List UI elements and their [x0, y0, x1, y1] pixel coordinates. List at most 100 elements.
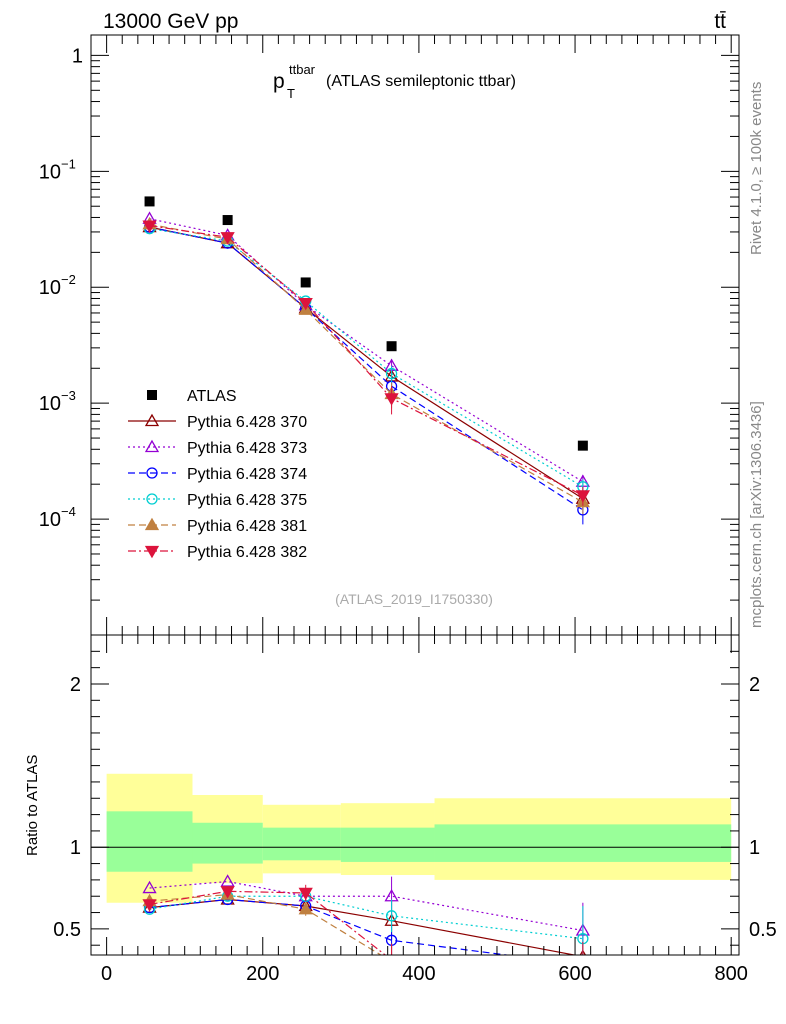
- band_inner-bin: [262, 827, 341, 861]
- xtick-label: 200: [246, 963, 279, 985]
- ratio-ytick-label-right: 1: [749, 837, 760, 859]
- band_inner-bin: [192, 822, 263, 864]
- legend-entry-p375: Pythia 6.428 375: [128, 492, 307, 509]
- ratio-ytick-label: 2: [70, 674, 81, 696]
- ratio-ytick-label-right: 2: [749, 674, 760, 696]
- main-ytick-label: 10: [39, 161, 61, 183]
- process-label: tt̄: [714, 10, 726, 33]
- main-ytick-label: 10: [39, 277, 61, 299]
- legend-label: Pythia 6.428 381: [187, 518, 307, 535]
- ratio-ylabel: Ratio to ATLAS: [24, 755, 41, 856]
- legend-label: Pythia 6.428 370: [187, 414, 307, 431]
- ratio-frame: [90, 634, 740, 956]
- legend-marker: [146, 467, 158, 479]
- ratio-point-p381: [391, 954, 393, 955]
- data-point-ATLAS: [386, 341, 397, 352]
- ratio-series-p375: [143, 890, 589, 955]
- data-point-ATLAS: [144, 196, 155, 207]
- legend-entry-p374: Pythia 6.428 374: [128, 466, 307, 483]
- data-point-p382: [298, 297, 313, 311]
- data-point-p382: [384, 393, 399, 406]
- band_inner-bin: [340, 827, 435, 862]
- legend-marker: [147, 390, 157, 400]
- site-label: mcplots.cern.ch [arXiv:1306.3436]: [748, 401, 765, 628]
- ratio-point-p382: [142, 899, 157, 912]
- rivet-label: Rivet 4.1.0, ≥ 100k events: [748, 82, 765, 255]
- title-sub: T: [287, 86, 295, 101]
- ratio-series-p374: [143, 893, 584, 955]
- legend-label: Pythia 6.428 382: [187, 544, 307, 561]
- data-point-p382: [220, 232, 235, 245]
- title-sup: ttbar: [289, 62, 316, 77]
- main-ytick-label: 10: [39, 509, 61, 531]
- legend-marker: [144, 439, 160, 453]
- ratio-series-p381: [142, 887, 584, 955]
- main-series: [142, 196, 590, 525]
- ratio-line-p375: [149, 895, 583, 940]
- legend-marker: [146, 493, 158, 505]
- ratio-ytick-label-right: 0.5: [749, 919, 777, 941]
- legend-entry-ATLAS: ATLAS: [147, 388, 237, 405]
- main-axes: 110−110−210−310−4: [39, 35, 739, 635]
- ratio-point-p381: [298, 901, 313, 915]
- ratio-ytick-label: 0.5: [53, 919, 81, 941]
- ratio-point-p382: [220, 886, 235, 899]
- xtick-label: 800: [715, 963, 748, 985]
- data-point-ATLAS: [222, 215, 233, 226]
- title-main: p: [273, 70, 285, 93]
- main-ytick-exp: −1: [61, 156, 76, 171]
- ratio-point-p373: [220, 874, 235, 887]
- plot-title: p ttbar T (ATLAS semileptonic ttbar): [273, 62, 516, 101]
- series-line-p370: [149, 226, 584, 500]
- legend-marker: [144, 413, 160, 427]
- ratio-point-p382: [298, 887, 313, 901]
- ratio-ytick-label: 1: [70, 837, 81, 859]
- legend-entry-p382: Pythia 6.428 382: [128, 544, 307, 561]
- main-ytick-exp: −4: [61, 504, 76, 519]
- energy-label: 13000 GeV pp: [103, 10, 238, 33]
- ratio-line-p381: [149, 893, 382, 955]
- ratio-line-p382: [149, 890, 387, 955]
- data-point-p382: [575, 490, 590, 503]
- legend-entry-p370: Pythia 6.428 370: [128, 413, 307, 431]
- ratio-series: [142, 874, 590, 955]
- main-ytick-exp: −2: [61, 272, 76, 287]
- ratio-point-p375: [385, 910, 398, 922]
- series-ATLAS: [144, 196, 588, 451]
- data-point-ATLAS: [300, 277, 311, 288]
- main-ytick-exp: −3: [61, 388, 76, 403]
- main-ytick-label: 10: [39, 393, 61, 415]
- series-line-p381: [149, 223, 584, 503]
- xtick-label: 600: [558, 963, 591, 985]
- legend-label: Pythia 6.428 375: [187, 492, 307, 509]
- ratio-bands: [106, 773, 732, 903]
- legend-entry-p381: Pythia 6.428 381: [128, 517, 307, 535]
- legend-label: ATLAS: [187, 388, 237, 405]
- legend-entry-p373: Pythia 6.428 373: [128, 439, 307, 457]
- main-panel: 110−110−210−310−4 (ATLAS_2019_I1750330) …: [39, 34, 740, 636]
- ratio-series-p370: [142, 892, 587, 955]
- data-point-p375: [385, 367, 398, 380]
- band_inner-bin: [106, 811, 193, 872]
- series-p382: [142, 220, 590, 506]
- title-rest: (ATLAS semileptonic ttbar): [326, 73, 516, 90]
- ratio-point-p373: [142, 880, 157, 894]
- legend-marker: [144, 545, 160, 559]
- legend-marker: [144, 517, 160, 531]
- xtick-label: 400: [402, 963, 435, 985]
- data-point-ATLAS: [577, 440, 588, 451]
- ratio-series-p382: [142, 884, 584, 955]
- legend-label: Pythia 6.428 373: [187, 440, 307, 457]
- band_inner-bin: [434, 824, 732, 862]
- legend-label: Pythia 6.428 374: [187, 466, 307, 483]
- legend: ATLAS Pythia 6.428 370 Pythia 6.428 373 Pyt…: [128, 388, 307, 561]
- data-point-p382: [142, 220, 157, 233]
- xtick-label: 0: [101, 963, 112, 985]
- main-ytick-label: 1: [72, 45, 83, 67]
- ratio-line-p373: [149, 880, 583, 932]
- analysis-id: (ATLAS_2019_I1750330): [335, 591, 493, 607]
- ratio-line-p370: [149, 898, 578, 955]
